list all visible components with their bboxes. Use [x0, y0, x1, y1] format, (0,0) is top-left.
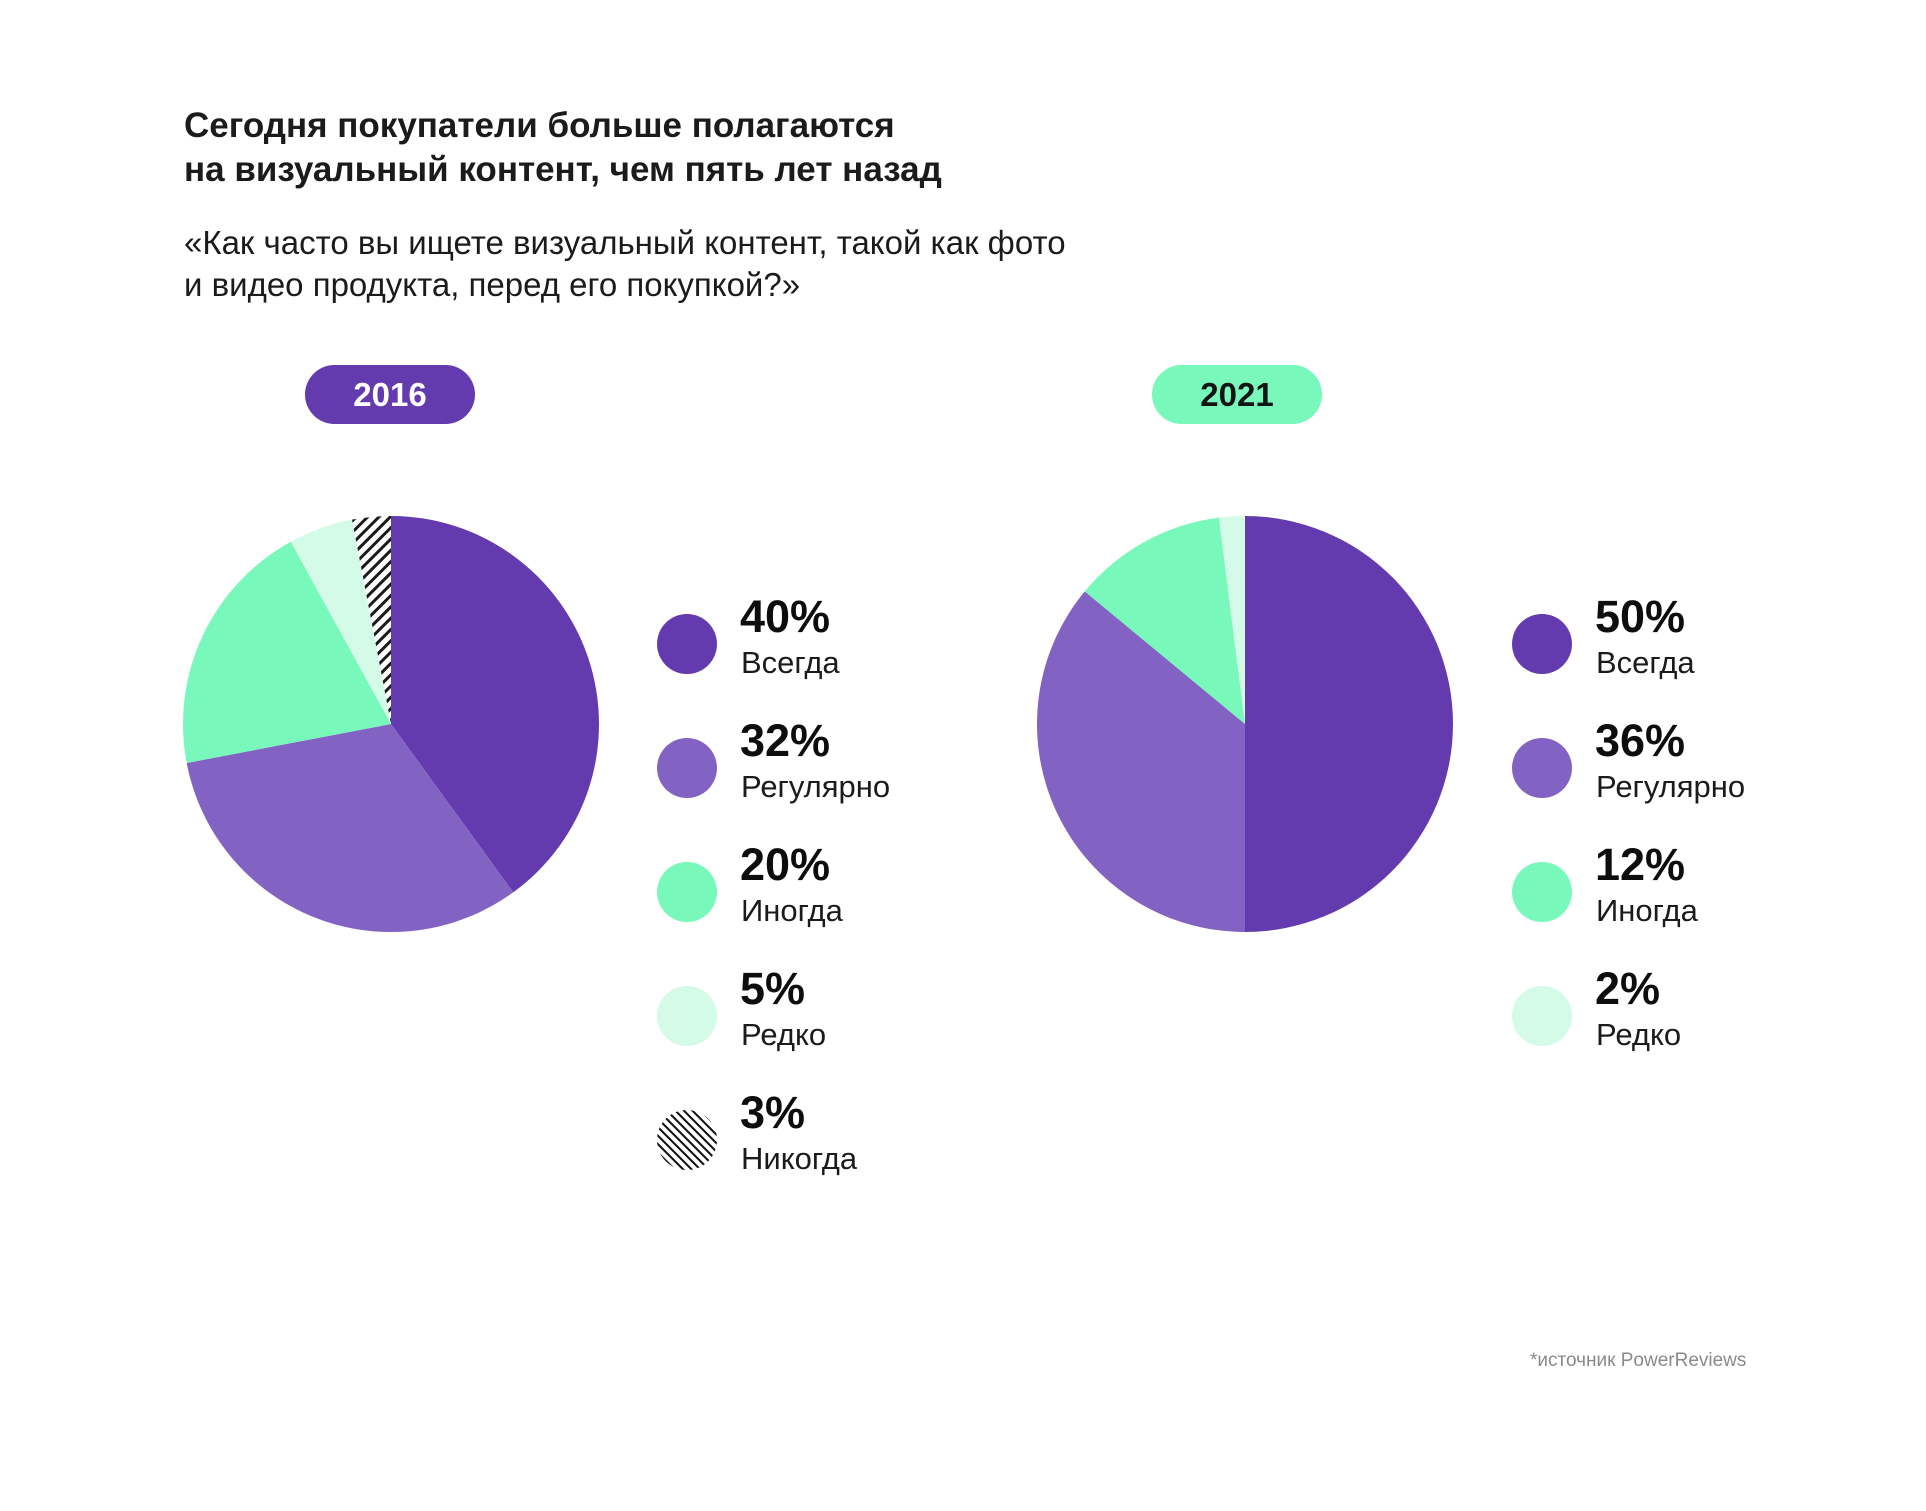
legend-label: Регулярно: [1596, 769, 1746, 804]
legend-item-2016-always: 40% Всегда: [657, 591, 977, 698]
legend-label: Иногда: [741, 893, 843, 928]
legend-value: 20%: [740, 839, 831, 890]
legend-value: 5%: [740, 963, 806, 1014]
legend-item-2021-regularly: 36% Регулярно: [1512, 715, 1832, 822]
legend-swatch: [1512, 986, 1572, 1046]
legend-item-2021-sometimes: 12% Иногда: [1512, 839, 1832, 946]
question-line-1: «Как часто вы ищете визуальный контент, …: [184, 224, 1066, 261]
legend-value: 32%: [740, 715, 831, 766]
legend-value: 50%: [1595, 591, 1686, 642]
legend-value: 2%: [1595, 963, 1661, 1014]
pie-slice-2021-always: [1245, 516, 1453, 932]
survey-question: «Как часто вы ищете визуальный контент, …: [184, 222, 1484, 306]
pie-slice-2021-sometimes: [1084, 517, 1245, 724]
legend-swatch: [657, 1110, 717, 1170]
legend-swatch: [657, 862, 717, 922]
legend-label: Редко: [1596, 1017, 1682, 1052]
legend-swatch: [1512, 614, 1572, 674]
pie-slice-2016-never: [352, 516, 391, 724]
legend-item-2016-rarely: 5% Редко: [657, 963, 977, 1070]
legend-label: Всегда: [741, 645, 840, 680]
legend-label: Всегда: [1596, 645, 1695, 680]
title-line-1: Сегодня покупатели больше полагаются: [184, 106, 895, 145]
legend-item-2016-sometimes: 20% Иногда: [657, 839, 977, 946]
legend-swatch: [1512, 862, 1572, 922]
legend-value: 12%: [1595, 839, 1686, 890]
pie-slice-2021-rarely: [1218, 516, 1245, 724]
pie-chart-2016: [182, 516, 599, 932]
legend-item-2016-never: 3% Никогда: [657, 1087, 977, 1194]
legend-value: 36%: [1595, 715, 1686, 766]
pie-slice-2016-sometimes: [182, 541, 391, 763]
year-badge-2021: 2021: [1152, 365, 1322, 424]
legend-value: 40%: [740, 591, 831, 642]
legend-value: 3%: [740, 1087, 806, 1138]
question-line-2: и видео продукта, перед его покупкой?»: [184, 266, 801, 303]
pie-slice-2016-always: [391, 516, 599, 893]
legend-swatch: [657, 986, 717, 1046]
source-note: *источник PowerReviews: [1530, 1350, 1747, 1371]
legend-swatch: [657, 614, 717, 674]
legend-label: Редко: [741, 1017, 827, 1052]
title-line-2: на визуальный контент, чем пять лет наза…: [184, 150, 942, 189]
pie-slice-2021-regularly: [1037, 591, 1245, 932]
legend-label: Иногда: [1596, 893, 1698, 928]
legend-item-2021-rarely: 2% Редко: [1512, 963, 1832, 1070]
legend-swatch: [1512, 738, 1572, 798]
legend-item-2021-always: 50% Всегда: [1512, 591, 1832, 698]
pie-chart-2021: [1037, 516, 1453, 932]
legend-label: Регулярно: [741, 769, 891, 804]
legend-swatch: [657, 738, 717, 798]
legend-label: Никогда: [741, 1141, 858, 1176]
year-badge-2016: 2016: [305, 365, 475, 424]
legend-item-2016-regularly: 32% Регулярно: [657, 715, 977, 822]
pie-slice-2016-rarely: [290, 519, 391, 724]
pie-slice-2016-regularly: [186, 724, 514, 932]
chart-title: Сегодня покупатели больше полагаются на …: [184, 104, 1384, 192]
